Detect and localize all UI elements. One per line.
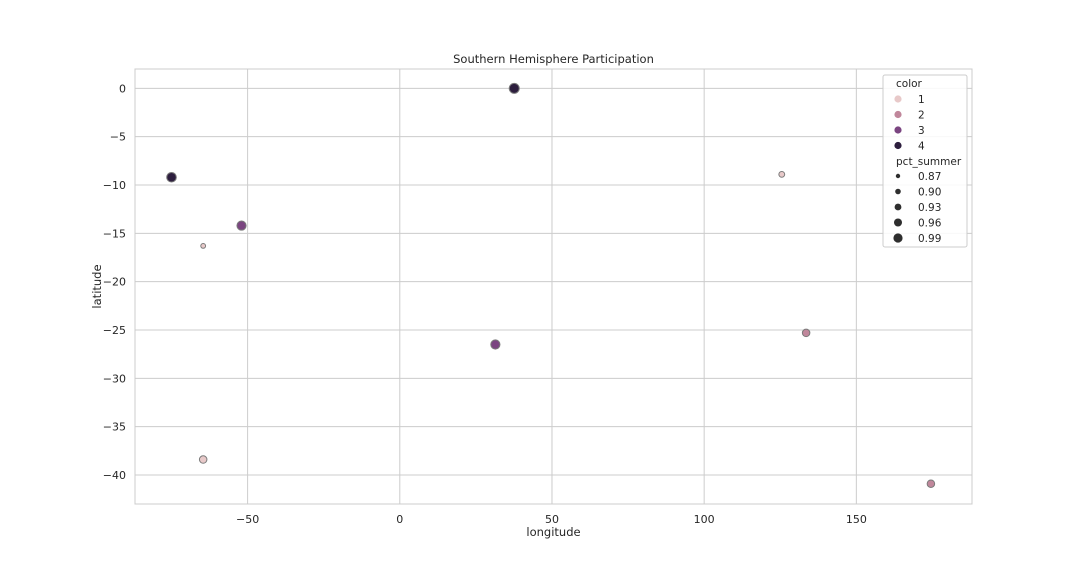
x-tick-label: 100	[694, 513, 715, 526]
data-point	[508, 82, 520, 94]
x-tick-label: 150	[846, 513, 867, 526]
legend-hue-marker	[894, 95, 902, 103]
legend-box	[882, 74, 968, 248]
legend-size-label: 0.90	[918, 187, 941, 199]
data-point	[200, 242, 207, 249]
data-point	[198, 455, 208, 464]
legend-size-marker	[894, 203, 902, 211]
legend-hue-marker	[894, 110, 902, 119]
y-tick-label: −35	[103, 421, 126, 434]
data-point	[778, 170, 786, 178]
legend-hue-title: color	[896, 78, 923, 90]
legend-hue-marker	[894, 141, 902, 150]
data-point	[490, 339, 501, 350]
legend-size-label: 0.87	[918, 171, 941, 183]
legend-size-label: 0.96	[918, 218, 942, 230]
x-tick-label: 50	[545, 513, 559, 526]
y-tick-label: −40	[103, 469, 126, 482]
legend-size-label: 0.99	[918, 233, 941, 245]
data-points	[166, 82, 936, 488]
legend-hue-label: 3	[918, 125, 925, 137]
legend-size-marker	[893, 233, 903, 243]
y-tick-label: −25	[103, 324, 126, 337]
legend-size-label: 0.93	[918, 202, 941, 214]
x-tick-label: −50	[236, 513, 259, 526]
tick-labels: −50 0 50 100 150 0 −5 −10 −15 −20 −25 −30 −35 −40	[103, 82, 867, 526]
legend-hue-label: 2	[918, 110, 925, 122]
data-point	[926, 479, 936, 488]
y-axis-label: latitude	[90, 264, 104, 308]
legend-hue-label: 1	[918, 94, 925, 106]
y-tick-label: −10	[103, 179, 126, 192]
legend-size-marker	[894, 218, 902, 227]
legend-size-marker	[895, 188, 901, 195]
legend-size-marker	[895, 173, 901, 179]
plot-frame	[134, 68, 973, 505]
x-tick-label: 0	[396, 513, 403, 526]
y-tick-label: −15	[103, 227, 126, 240]
legend-hue-marker	[894, 126, 902, 134]
y-tick-label: −5	[110, 131, 126, 144]
x-axis-label: longitude	[526, 525, 580, 539]
data-point	[166, 171, 177, 183]
y-tick-label: 0	[119, 82, 126, 95]
y-tick-label: −30	[103, 372, 126, 385]
y-tick-label: −20	[103, 276, 126, 289]
legend: color pct_summer 1 2 3 4 0.87 0.90 0.93 0.96 0.9…	[882, 74, 968, 248]
chart-title: Southern Hemisphere Participation	[453, 52, 654, 66]
data-point	[801, 328, 811, 338]
legend-size-title: pct_summer	[896, 156, 962, 168]
grid	[135, 69, 972, 504]
legend-hue-label: 4	[918, 141, 925, 153]
data-point	[236, 220, 247, 231]
